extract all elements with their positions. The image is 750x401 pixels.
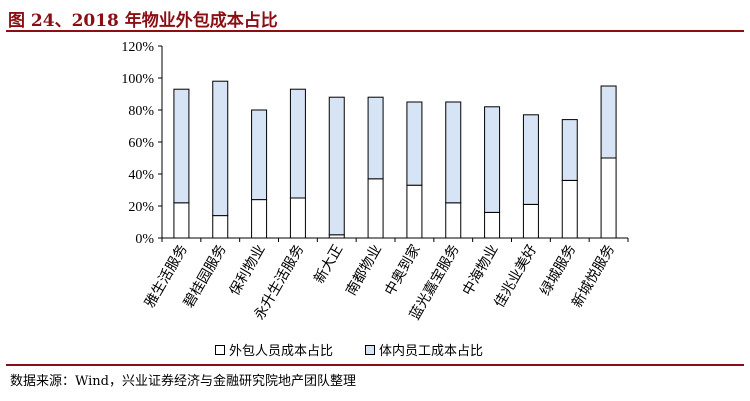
figure-title: 图 24、2018 年物业外包成本占比 bbox=[8, 11, 278, 31]
x-tick-label: 保利物业 bbox=[227, 242, 269, 298]
bar-in-house bbox=[212, 80, 229, 217]
bar-outsourced bbox=[289, 197, 306, 239]
bar-outsourced bbox=[561, 179, 578, 239]
y-tick-label: 120% bbox=[121, 40, 154, 55]
bar-outsourced bbox=[484, 211, 501, 239]
x-tick-label: 南都物业 bbox=[343, 242, 385, 298]
legend-label-in-house: 体内员工成本占比 bbox=[379, 344, 484, 359]
source-bar: 数据来源：Wind，兴业证券经济与金融研究院地产团队整理 bbox=[6, 364, 744, 389]
y-tick-label: 20% bbox=[128, 200, 154, 215]
bar-outsourced bbox=[522, 203, 539, 239]
bar-outsourced bbox=[212, 215, 229, 239]
bar-outsourced bbox=[173, 202, 190, 239]
bar-in-house bbox=[445, 101, 462, 204]
x-tick-label: 绿城服务 bbox=[537, 242, 579, 298]
chart-legend: 外包人员成本占比 体内员工成本占比 bbox=[215, 340, 483, 359]
bar-in-house bbox=[367, 96, 384, 180]
x-tick-label: 中奥到家 bbox=[381, 242, 424, 299]
stacked-bar-chart: 0%20%40%60%80%100%120%雅生活服务碧桂园服务保利物业永升生活… bbox=[121, 40, 629, 323]
bar-in-house bbox=[484, 106, 501, 213]
bar-in-house bbox=[406, 101, 423, 186]
legend-label-outsourced: 外包人员成本占比 bbox=[229, 344, 334, 359]
bar-outsourced bbox=[406, 184, 423, 239]
bar-in-house bbox=[328, 96, 345, 236]
bar-in-house bbox=[251, 109, 268, 201]
bar-outsourced bbox=[251, 199, 268, 239]
y-tick-label: 100% bbox=[121, 72, 154, 87]
bar-in-house bbox=[600, 85, 617, 159]
bar-in-house bbox=[561, 119, 578, 181]
legend-swatch-outsourced bbox=[215, 344, 225, 355]
x-tick-label: 中海物业 bbox=[460, 242, 502, 298]
bar-in-house bbox=[522, 114, 539, 205]
bar-outsourced bbox=[600, 157, 617, 239]
y-tick-label: 60% bbox=[128, 136, 154, 151]
y-tick-label: 80% bbox=[128, 104, 154, 119]
legend-item-in-house: 体内员工成本占比 bbox=[365, 340, 483, 359]
y-tick-label: 0% bbox=[135, 232, 154, 247]
source-note: 数据来源：Wind，兴业证券经济与金融研究院地产团队整理 bbox=[10, 374, 356, 389]
x-tick-label: 新大正 bbox=[311, 242, 346, 286]
bar-outsourced bbox=[367, 178, 384, 239]
bar-in-house bbox=[173, 88, 190, 204]
y-tick-label: 40% bbox=[128, 168, 154, 183]
bar-in-house bbox=[289, 88, 306, 199]
legend-swatch-in-house bbox=[365, 344, 376, 355]
figure-title-bar: 图 24、2018 年物业外包成本占比 bbox=[6, 4, 744, 32]
legend-item-outsourced: 外包人员成本占比 bbox=[215, 340, 333, 359]
bar-outsourced bbox=[445, 202, 462, 239]
